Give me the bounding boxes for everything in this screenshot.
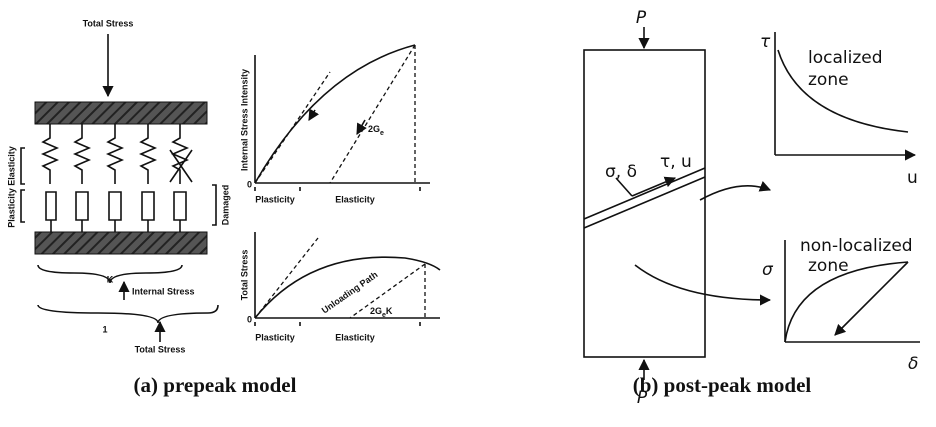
axes [255,232,440,318]
label: K [107,274,114,284]
label: zone [808,256,849,276]
label: Total Stress [239,250,249,301]
label: 0 [247,179,252,189]
label: u [907,168,918,188]
label: Total Stress [83,18,134,28]
dashed-lines [255,238,425,318]
label: zone [808,70,849,90]
label: τ [760,32,771,52]
band [584,168,705,228]
label: Elasticity [6,146,16,186]
label: 0 [247,314,252,324]
plate [35,232,207,254]
panel-a: Total Stress Elasticity Plasticity Damag… [6,18,440,396]
label: Plasticity [6,188,16,228]
top-graph: τ localized zone u [760,32,918,188]
label: σ, δ [605,162,637,182]
caption: (b) post-peak model [633,373,812,397]
label: localized [808,48,883,68]
caption: (a) prepeak model [134,373,297,397]
label: Elasticity [335,194,375,204]
bottom-graph: Total Stress 0 Unloading Path 2GeK Plast… [239,232,440,342]
label: 2Ge [368,124,384,136]
label: σ [762,260,774,280]
label: Elasticity [335,332,375,342]
figure: Total Stress Elasticity Plasticity Damag… [0,0,936,427]
top-graph: Internal Stress Intensity 0 2Ge Plastici… [239,45,430,204]
label: τ, u [660,152,692,172]
label: Internal Stress Intensity [239,69,249,171]
plate [35,102,207,124]
panel-b: P P σ, δ τ, u τ localized zone u σ non-l… [584,8,920,408]
dashed-lines [255,45,415,183]
label: 1 [102,324,107,334]
label: Plasticity [255,332,295,342]
label: non-localized [800,236,913,256]
label: P [636,8,647,28]
label: 2GeK [370,306,393,318]
specimen [584,50,705,357]
label: δ [908,354,918,374]
curve [255,45,415,183]
axes [255,55,430,183]
label: Total Stress [135,344,186,354]
label: Plasticity [255,194,295,204]
label: Damaged [220,185,230,226]
label: Internal Stress [132,286,195,296]
bottom-graph: σ non-localized zone δ [762,236,920,374]
